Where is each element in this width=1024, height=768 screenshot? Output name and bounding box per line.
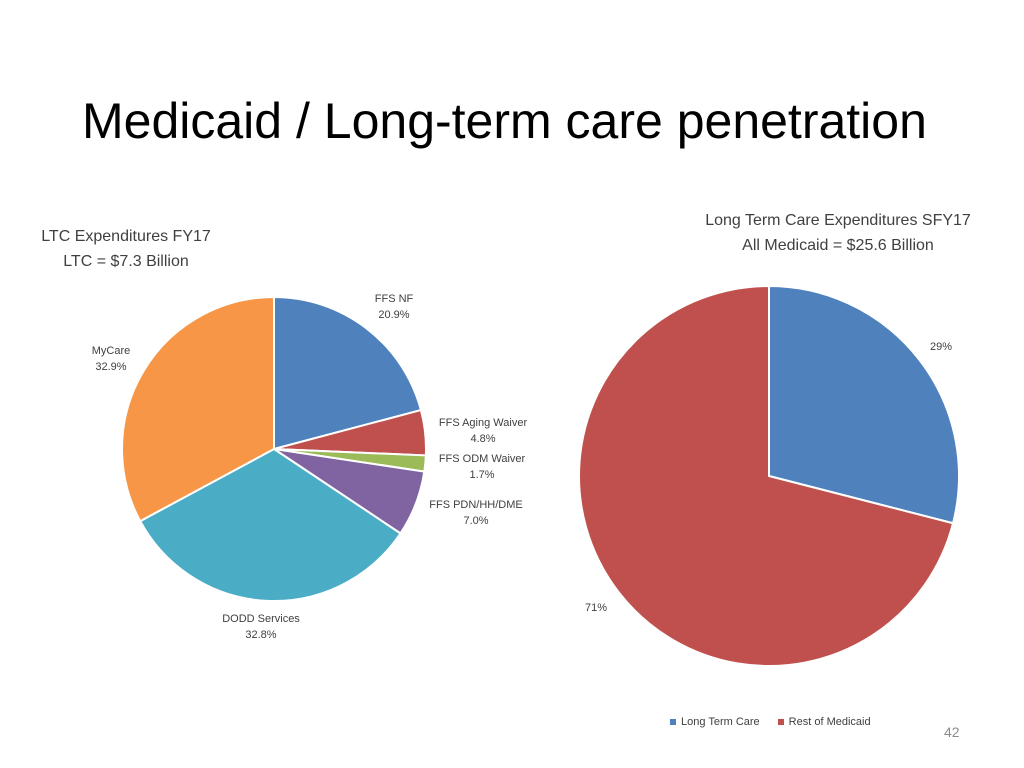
ltc-slice-mycare xyxy=(121,295,275,523)
medicaid-label-rest-of-medicaid: 71% xyxy=(585,602,607,614)
ltc-label-ffs-odm-waiver: FFS ODM Waiver 1.7% xyxy=(439,453,526,481)
ltc-label-ffs-aging-waiver: FFS Aging Waiver 4.8% xyxy=(439,417,528,445)
slide-title: Medicaid / Long-term care penetration xyxy=(82,93,927,149)
ltc-label-ffs-nf: FFS NF 20.9% xyxy=(375,293,414,321)
legend-item-long-term-care: Long Term Care xyxy=(670,716,760,728)
medicaid-slice-long-term-care xyxy=(768,284,960,525)
legend-label-long-term-care: Long Term Care xyxy=(681,716,760,728)
medicaid-chart-legend: Long Term Care Rest of Medicaid xyxy=(670,716,871,728)
legend-label-rest-of-medicaid: Rest of Medicaid xyxy=(788,716,871,728)
medicaid-chart-title-line-1: Long Term Care Expenditures SFY17 xyxy=(705,212,971,229)
ltc-label-mycare: MyCare 32.9% xyxy=(92,345,131,373)
ltc-label-ffs-pdn-hh-dme: FFS PDN/HH/DME 7.0% xyxy=(429,499,523,527)
legend-swatch-rest-of-medicaid xyxy=(777,719,784,725)
ltc-chart-title-line-2: LTC = $7.3 Billion xyxy=(63,253,189,270)
page-number: 42 xyxy=(944,724,960,740)
medicaid-label-long-term-care: 29% xyxy=(930,341,952,353)
legend-swatch-long-term-care xyxy=(670,719,676,725)
ltc-label-dodd-services: DODD Services 32.8% xyxy=(222,613,300,641)
ltc-chart-title-line-1: LTC Expenditures FY17 xyxy=(41,228,211,245)
medicaid-slice-rest-of-medicaid xyxy=(578,284,955,667)
legend-item-rest-of-medicaid: Rest of Medicaid xyxy=(777,716,871,728)
ltc-slice-ffs-nf xyxy=(273,295,423,451)
medicaid-chart-title: Long Term Care Expenditures SFY17 All Me… xyxy=(688,208,988,258)
medicaid-chart-title-line-2: All Medicaid = $25.6 Billion xyxy=(742,237,934,254)
ltc-chart-title: LTC Expenditures FY17 LTC = $7.3 Billion xyxy=(26,224,226,274)
